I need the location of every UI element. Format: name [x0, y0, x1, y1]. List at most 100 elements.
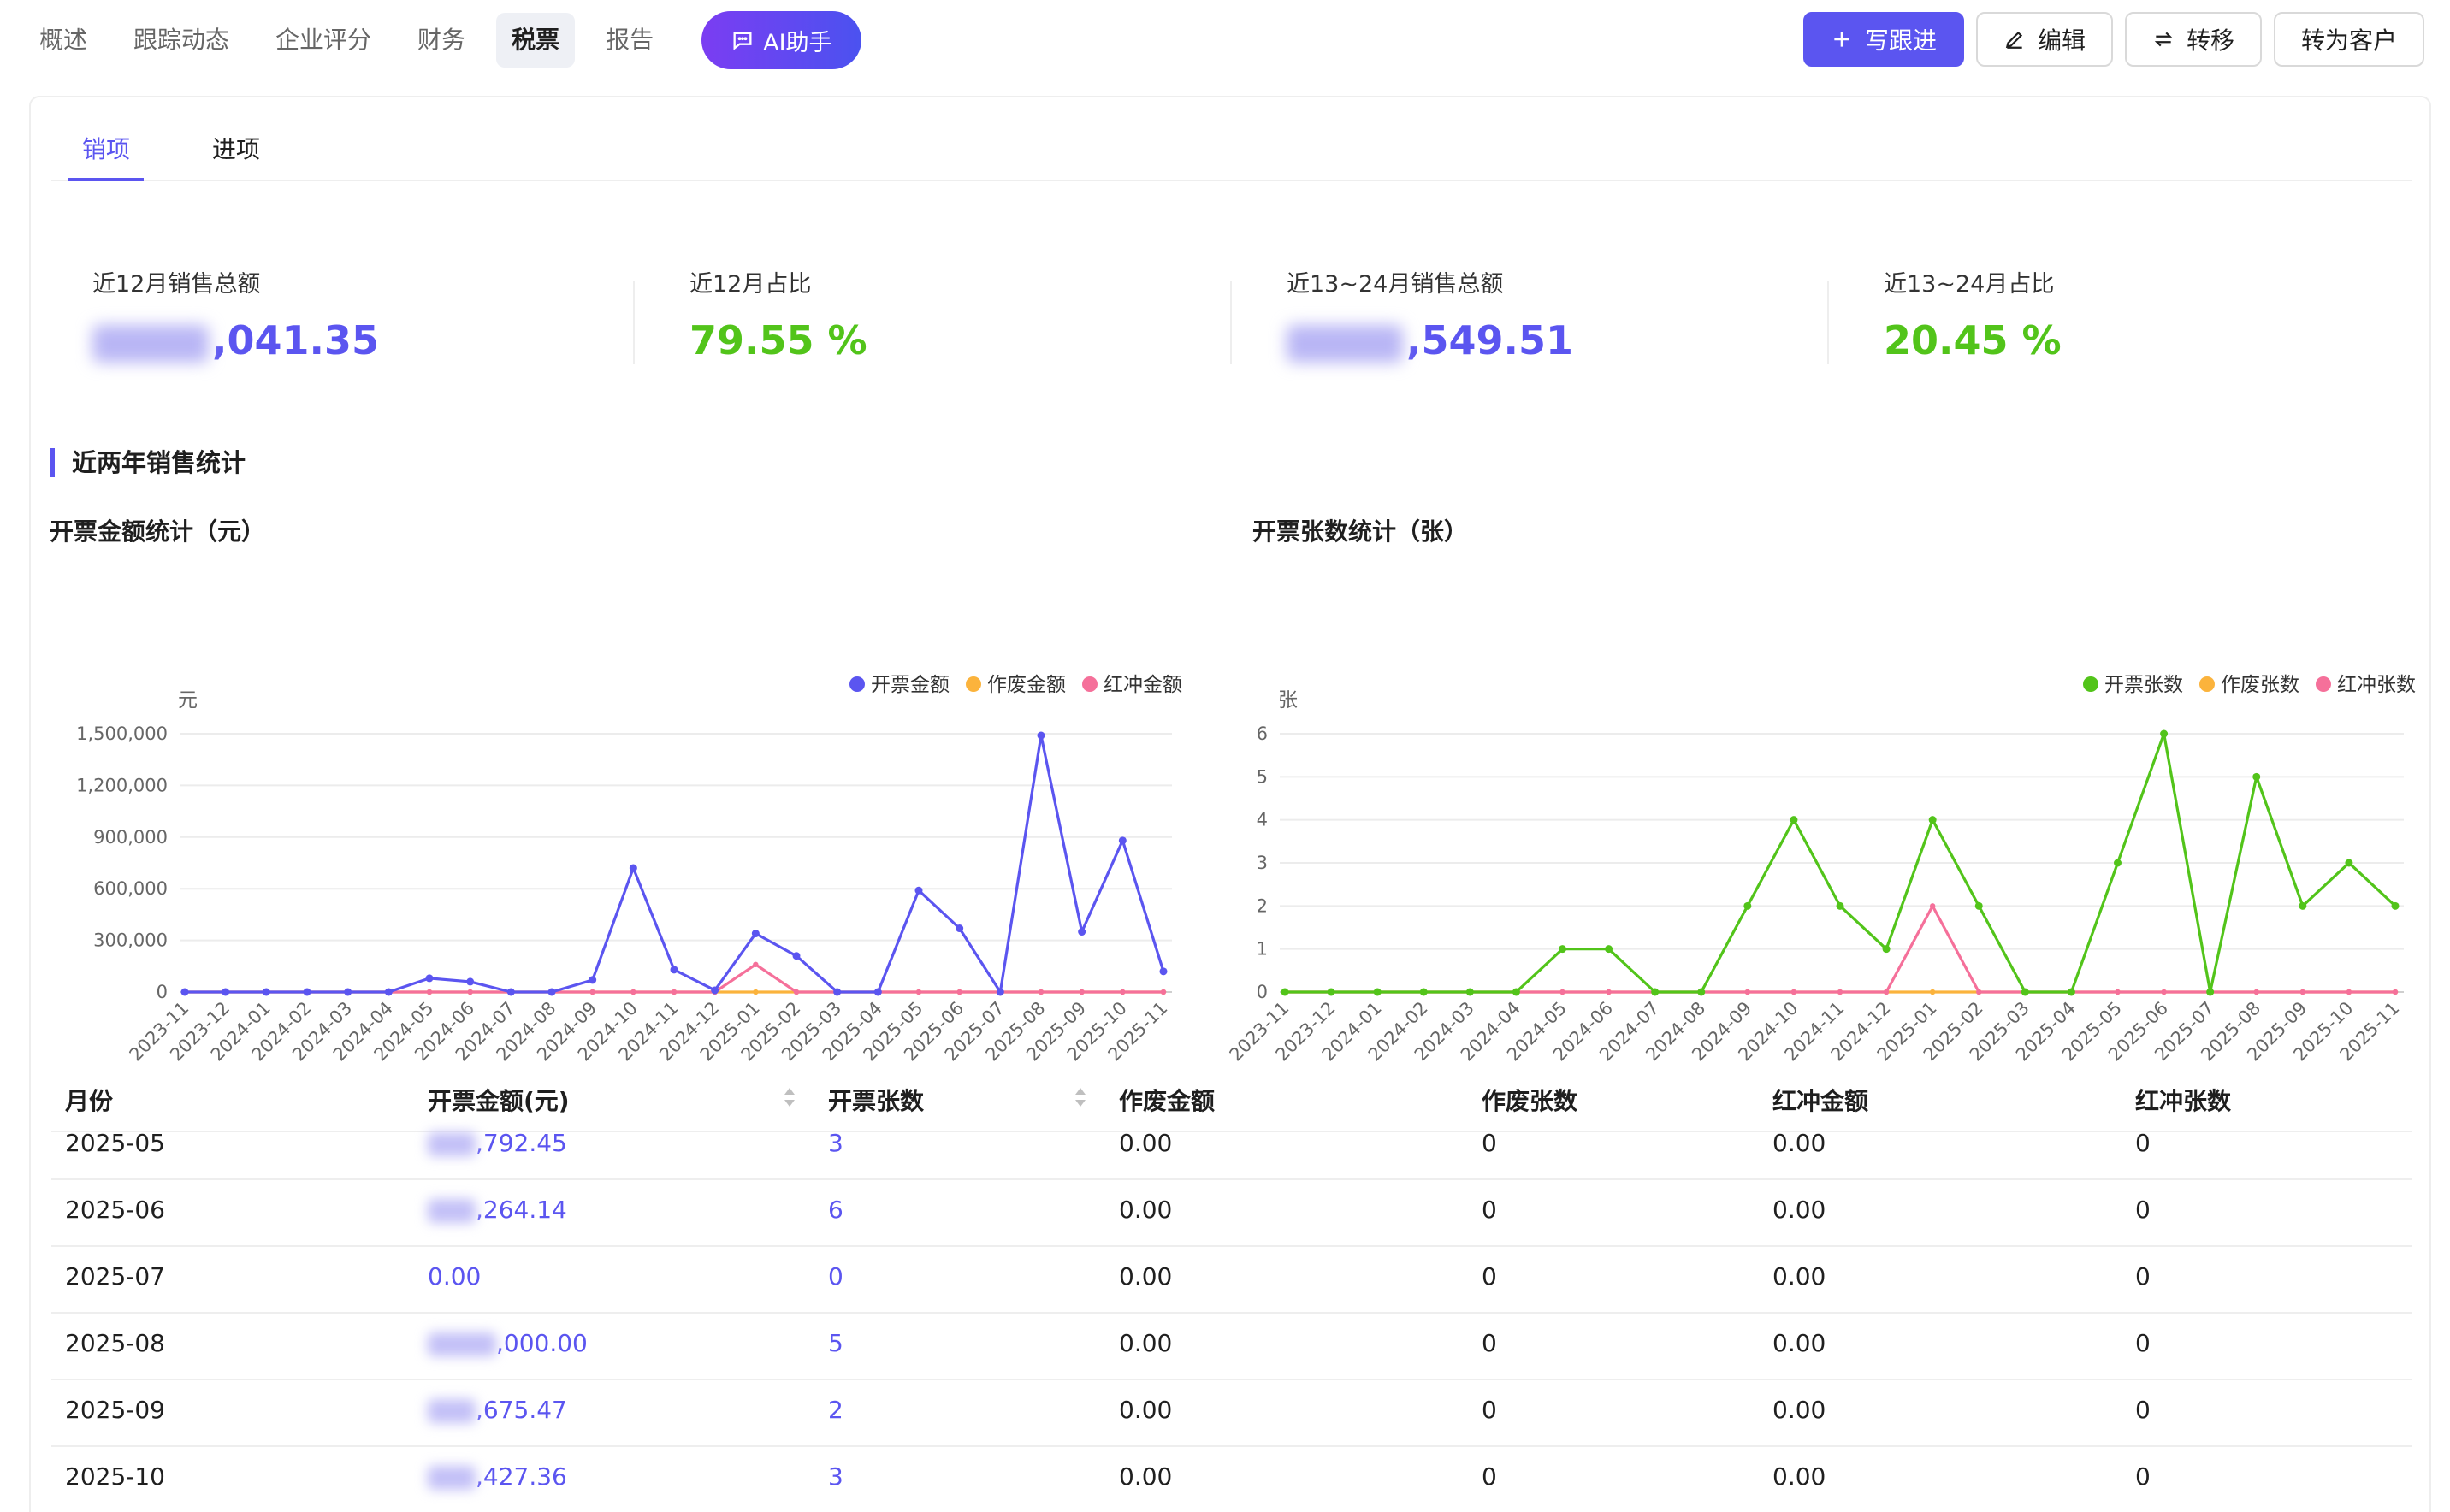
data-point[interactable] [751, 930, 760, 938]
cell-amount[interactable]: ,427.36 [428, 1462, 567, 1491]
edit-button[interactable]: 编辑 [1975, 12, 2113, 67]
data-point[interactable] [344, 988, 352, 996]
legend-label[interactable]: 红冲张数 [2337, 674, 2416, 696]
data-point[interactable] [1160, 989, 1167, 995]
data-point[interactable] [1512, 988, 1520, 996]
data-point[interactable] [1790, 816, 1798, 824]
cell-count[interactable]: 3 [828, 1129, 843, 1157]
data-point[interactable] [1837, 989, 1843, 995]
cell-count[interactable]: 2 [828, 1396, 843, 1424]
col-count[interactable]: 开票张数 [828, 1087, 925, 1115]
data-point[interactable] [2346, 989, 2352, 995]
data-point[interactable] [671, 989, 678, 995]
data-point[interactable] [2392, 989, 2399, 995]
data-point[interactable] [589, 976, 597, 984]
legend-label[interactable]: 作废金额 [987, 674, 1066, 696]
legend-marker[interactable] [2316, 676, 2331, 692]
data-point[interactable] [222, 988, 230, 996]
data-point[interactable] [2252, 772, 2261, 781]
data-point[interactable] [1038, 989, 1045, 995]
legend-marker[interactable] [966, 676, 981, 692]
data-point[interactable] [996, 988, 1004, 996]
data-point[interactable] [2114, 859, 2122, 867]
data-point[interactable] [1836, 901, 1844, 910]
data-point[interactable] [1883, 989, 1890, 995]
data-point[interactable] [303, 988, 311, 996]
tab-finance[interactable]: 财务 [417, 26, 466, 54]
data-point[interactable] [2299, 901, 2307, 910]
data-point[interactable] [384, 988, 393, 996]
data-point[interactable] [753, 989, 759, 995]
data-point[interactable] [2160, 729, 2169, 738]
data-point[interactable] [2115, 989, 2121, 995]
data-point[interactable] [1120, 989, 1126, 995]
legend-marker[interactable] [2199, 676, 2215, 692]
subtab-purchase[interactable]: 进项 [212, 135, 261, 163]
data-point[interactable] [1559, 989, 1565, 995]
data-point[interactable] [1559, 945, 1566, 954]
data-point[interactable] [589, 989, 595, 995]
data-point[interactable] [1882, 945, 1891, 954]
convert-to-customer-button[interactable]: 转为客户 [2273, 12, 2424, 67]
col-amount[interactable]: 开票金额(元) [428, 1087, 570, 1115]
data-point[interactable] [873, 988, 882, 996]
cell-amount[interactable]: ,675.47 [428, 1396, 567, 1424]
data-point[interactable] [1118, 836, 1127, 845]
data-point[interactable] [630, 989, 636, 995]
legend-label[interactable]: 开票张数 [2104, 674, 2183, 696]
legend-marker[interactable] [1082, 676, 1098, 692]
data-point[interactable] [956, 989, 962, 995]
cell-amount[interactable]: ,264.14 [428, 1196, 567, 1224]
cell-count[interactable]: 3 [828, 1462, 843, 1491]
data-point[interactable] [1974, 901, 1983, 910]
legend-marker[interactable] [2083, 676, 2098, 692]
data-point[interactable] [180, 988, 189, 996]
data-point[interactable] [262, 988, 270, 996]
data-point[interactable] [506, 988, 515, 996]
data-point[interactable] [1079, 989, 1085, 995]
data-point[interactable] [1697, 988, 1706, 996]
data-point[interactable] [629, 864, 637, 872]
data-point[interactable] [1929, 903, 1936, 909]
tab-tracking[interactable]: 跟踪动态 [133, 26, 230, 54]
cell-count[interactable]: 5 [828, 1329, 843, 1357]
data-point[interactable] [1373, 988, 1382, 996]
cell-count[interactable]: 6 [828, 1196, 843, 1224]
data-point[interactable] [833, 988, 842, 996]
legend-marker[interactable] [849, 676, 865, 692]
transfer-button[interactable]: 转移 [2124, 12, 2262, 67]
data-point[interactable] [2391, 901, 2400, 910]
data-point[interactable] [915, 989, 922, 995]
data-point[interactable] [1037, 731, 1045, 740]
data-point[interactable] [711, 986, 719, 995]
data-point[interactable] [914, 886, 923, 895]
data-point[interactable] [792, 952, 801, 960]
data-point[interactable] [1419, 988, 1428, 996]
data-point[interactable] [2345, 859, 2353, 867]
data-point[interactable] [1976, 989, 1982, 995]
sort-icon[interactable] [1073, 1084, 1088, 1110]
data-point[interactable] [2206, 988, 2215, 996]
cell-amount[interactable]: ,792.45 [428, 1129, 567, 1157]
cell-count[interactable]: 0 [828, 1262, 843, 1291]
data-point[interactable] [1605, 945, 1613, 954]
data-point[interactable] [956, 924, 964, 933]
data-point[interactable] [2021, 988, 2029, 996]
tab-overview[interactable]: 概述 [39, 26, 88, 54]
data-point[interactable] [1465, 988, 1474, 996]
data-point[interactable] [1078, 928, 1086, 936]
sort-icon[interactable] [782, 1084, 797, 1110]
tab-tax-invoice[interactable]: 税票 [496, 13, 576, 68]
subtab-sales[interactable]: 销项 [68, 128, 145, 181]
data-point[interactable] [426, 989, 433, 995]
ai-assistant-button[interactable]: AI助手 [701, 11, 861, 69]
data-point[interactable] [466, 977, 475, 986]
data-point[interactable] [1327, 988, 1335, 996]
legend-label[interactable]: 开票金额 [871, 674, 950, 696]
data-point[interactable] [670, 966, 678, 974]
write-follow-up-button[interactable]: 写跟进 [1802, 12, 1964, 67]
data-point[interactable] [1651, 988, 1660, 996]
data-point[interactable] [793, 989, 800, 995]
cell-amount[interactable]: ,000.00 [428, 1329, 588, 1357]
tab-rating[interactable]: 企业评分 [275, 26, 372, 54]
